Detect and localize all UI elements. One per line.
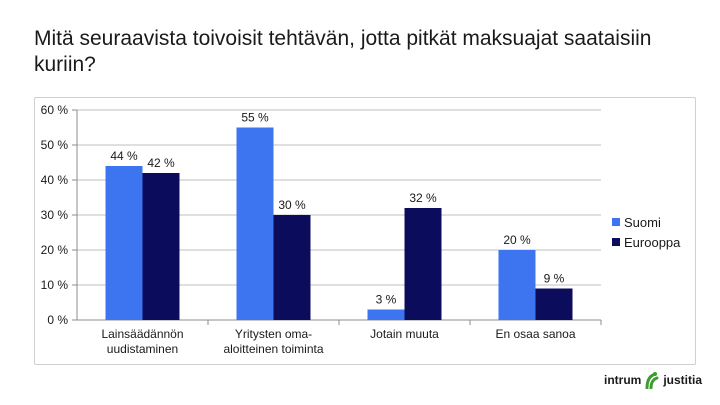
x-tick-label: En osaa sanoa [495, 327, 575, 341]
data-label: 20 % [503, 233, 531, 247]
x-tick-label: uudistaminen [107, 342, 178, 356]
y-tick-label: 0 % [47, 313, 68, 327]
bar-eurooppa [535, 288, 573, 320]
slide-title: Mitä seuraavista toivoisit tehtävän, jot… [34, 27, 652, 76]
bar-eurooppa [273, 215, 311, 320]
bar-suomi [105, 166, 143, 320]
data-label: 44 % [110, 149, 138, 163]
legend-label-eurooppa: Eurooppa [624, 234, 681, 250]
green-figure-logo-icon [645, 372, 659, 389]
legend-label-suomi: Suomi [624, 214, 661, 230]
bar-suomi [367, 309, 405, 320]
y-tick-label: 20 % [41, 243, 69, 257]
logo-text-right: justitia [663, 373, 703, 387]
chart-frame [34, 97, 696, 365]
data-label: 55 % [241, 111, 269, 125]
x-tick-label: Lainsäädännön [101, 327, 183, 341]
legend-swatch-eurooppa [612, 238, 620, 246]
bar-suomi [498, 250, 536, 320]
legend-swatch-suomi [612, 218, 620, 226]
y-tick-label: 60 % [41, 103, 69, 117]
y-tick-label: 50 % [41, 138, 69, 152]
company-logo: intrum justitia [604, 371, 702, 389]
x-tick-label: Jotain muuta [370, 327, 439, 341]
data-label: 3 % [376, 293, 397, 307]
data-label: 30 % [278, 198, 306, 212]
y-tick-label: 30 % [41, 208, 69, 222]
x-tick-label: aloitteinen toiminta [223, 342, 323, 356]
logo-text-left: intrum [604, 373, 642, 387]
bar-eurooppa [142, 173, 180, 320]
bar-suomi [236, 127, 274, 320]
y-tick-label: 10 % [41, 278, 69, 292]
x-tick-label: Yritysten oma- [235, 327, 312, 341]
legend-item-eurooppa: Eurooppa [612, 232, 680, 252]
data-label: 9 % [544, 272, 565, 286]
chart-legend: Suomi Eurooppa [612, 212, 680, 252]
legend-item-suomi: Suomi [612, 212, 680, 232]
bar-eurooppa [404, 208, 442, 320]
y-tick-label: 40 % [41, 173, 69, 187]
data-label: 42 % [147, 156, 175, 170]
data-label: 32 % [409, 191, 437, 205]
